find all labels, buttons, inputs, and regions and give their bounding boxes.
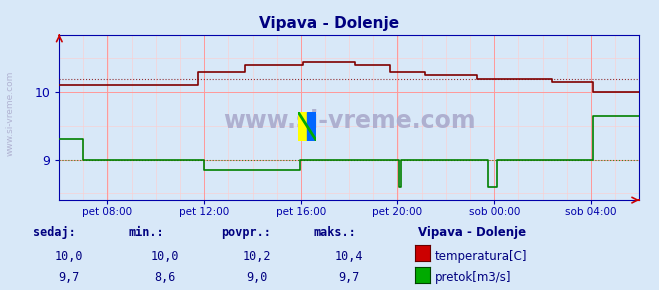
- Text: 9,7: 9,7: [339, 271, 360, 284]
- Text: maks.:: maks.:: [313, 226, 356, 239]
- Text: temperatura[C]: temperatura[C]: [435, 250, 527, 262]
- Bar: [307, 112, 316, 141]
- Text: 9,7: 9,7: [59, 271, 80, 284]
- Text: Vipava - Dolenje: Vipava - Dolenje: [418, 226, 527, 239]
- Text: pretok[m3/s]: pretok[m3/s]: [435, 271, 511, 284]
- Text: 10,0: 10,0: [150, 250, 179, 262]
- Text: www.si-vreme.com: www.si-vreme.com: [223, 109, 476, 133]
- Bar: [298, 112, 307, 141]
- Text: 10,0: 10,0: [55, 250, 84, 262]
- Text: 8,6: 8,6: [154, 271, 175, 284]
- Text: min.:: min.:: [129, 226, 164, 239]
- Text: sedaj:: sedaj:: [33, 226, 76, 239]
- Text: 10,4: 10,4: [335, 250, 364, 262]
- Text: Vipava - Dolenje: Vipava - Dolenje: [260, 16, 399, 31]
- Text: 10,2: 10,2: [243, 250, 272, 262]
- Text: povpr.:: povpr.:: [221, 226, 271, 239]
- Text: 9,0: 9,0: [246, 271, 268, 284]
- Text: www.si-vreme.com: www.si-vreme.com: [5, 70, 14, 156]
